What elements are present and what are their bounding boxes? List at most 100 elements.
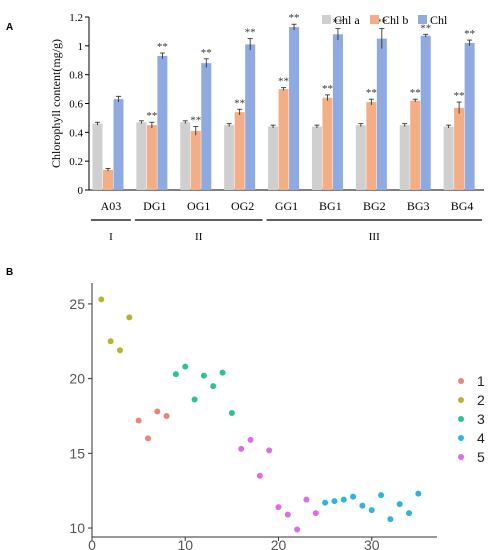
scatter-point-series-4 bbox=[378, 492, 385, 499]
scatter-point-series-4 bbox=[331, 498, 338, 505]
y-tick-label: 20 bbox=[69, 371, 85, 387]
scatter-point-series-4 bbox=[340, 496, 347, 503]
bar-chl-b bbox=[366, 102, 377, 190]
y-axis-label: Chlorophyll content(mg/g) bbox=[49, 39, 63, 168]
y-tick-label: 1.2 bbox=[69, 12, 83, 24]
legend-marker bbox=[458, 454, 464, 460]
bar-chl-b bbox=[103, 169, 113, 190]
scatter-point-series-4 bbox=[415, 490, 422, 497]
bar-chl-b bbox=[234, 112, 245, 190]
significance-label: ** bbox=[376, 17, 387, 29]
scatter-point-series-4 bbox=[387, 516, 394, 523]
scatter-point-series-5 bbox=[294, 526, 301, 533]
category-label: OG1 bbox=[187, 199, 210, 213]
scatter-point-series-3 bbox=[219, 369, 226, 376]
significance-label: ** bbox=[332, 17, 343, 29]
y-tick-label: 0 bbox=[78, 185, 84, 197]
y-tick-label: 25 bbox=[69, 296, 85, 312]
bar-chl bbox=[289, 27, 300, 190]
y-tick-label: 0.4 bbox=[69, 127, 83, 139]
x-tick-label: 10 bbox=[177, 537, 193, 550]
x-tick-label: 0 bbox=[88, 537, 96, 550]
significance-label: ** bbox=[245, 27, 256, 39]
scatter-point-series-2 bbox=[107, 338, 114, 345]
bar-chl-a bbox=[224, 125, 235, 190]
category-label: A03 bbox=[101, 199, 122, 213]
legend-swatch bbox=[418, 15, 427, 24]
legend-marker bbox=[458, 397, 464, 403]
bar-chl-b bbox=[278, 89, 289, 190]
scatter-point-series-3 bbox=[182, 363, 189, 370]
y-tick-label: 1 bbox=[78, 41, 84, 53]
legend-marker bbox=[458, 416, 464, 422]
bar-chl bbox=[464, 42, 475, 191]
scatter-point-series-3 bbox=[210, 383, 217, 390]
bar-chl-b bbox=[322, 97, 333, 190]
significance-label: ** bbox=[464, 28, 475, 40]
scatter-point-series-4 bbox=[406, 510, 413, 517]
scatter-point-series-2 bbox=[116, 347, 123, 354]
bar-chl-a bbox=[355, 125, 366, 190]
y-tick-label: 0.2 bbox=[69, 156, 83, 168]
bar-chl-a bbox=[92, 123, 103, 190]
significance-label: ** bbox=[454, 90, 465, 102]
category-label: OG2 bbox=[231, 199, 254, 213]
scatter-point-series-5 bbox=[303, 496, 310, 503]
bar-chl-a bbox=[268, 126, 279, 190]
scatter-point-series-4 bbox=[368, 507, 375, 514]
legend-entry: 1 bbox=[477, 373, 485, 389]
bar-chl-b bbox=[146, 125, 157, 190]
significance-label: ** bbox=[201, 47, 212, 59]
scatter-point-series-4 bbox=[350, 493, 357, 500]
scatter-point-series-1 bbox=[154, 408, 161, 415]
bar-chl bbox=[420, 35, 431, 190]
x-tick-label: 30 bbox=[364, 537, 380, 550]
bar-chl-a bbox=[399, 125, 410, 190]
legend-entry: Chl b bbox=[382, 13, 408, 27]
scatter-point-series-3 bbox=[191, 396, 198, 403]
bar-chart: 0 0.2 0.4 0.6 0.8 1 1.2 Chlorophyll content(mg/… bbox=[49, 12, 484, 243]
bar-chl-a bbox=[136, 122, 147, 190]
y-tick-label: 15 bbox=[69, 445, 85, 461]
legend-swatch bbox=[370, 15, 379, 24]
significance-label: ** bbox=[190, 115, 201, 127]
significance-label: ** bbox=[278, 76, 289, 88]
significance-label: ** bbox=[157, 41, 168, 53]
legend-entry: 4 bbox=[477, 430, 485, 446]
bar-chl-a bbox=[443, 126, 454, 190]
category-label: DG1 bbox=[143, 199, 166, 213]
bar-chl-b bbox=[190, 130, 201, 190]
bar-chl-b bbox=[454, 107, 465, 190]
significance-label: ** bbox=[410, 87, 421, 99]
group-label: III bbox=[369, 231, 380, 243]
scatter-point-series-5 bbox=[275, 504, 282, 511]
y-tick-label: 0.6 bbox=[69, 99, 83, 111]
bar-chl-a bbox=[311, 126, 322, 190]
legend-marker bbox=[458, 378, 464, 384]
y-tick-label: 0.8 bbox=[69, 70, 83, 82]
bar-chl bbox=[332, 34, 343, 190]
group-label: II bbox=[195, 231, 203, 243]
scatter-point-series-1 bbox=[135, 417, 142, 424]
scatter-point-series-2 bbox=[98, 296, 105, 303]
legend-entry: Chl bbox=[430, 13, 448, 27]
x-tick-label: 20 bbox=[271, 537, 287, 550]
legend-entry: 3 bbox=[477, 411, 485, 427]
scatter-point-series-5 bbox=[238, 445, 245, 452]
bar-chl bbox=[201, 63, 212, 191]
legend-entry: 2 bbox=[477, 392, 485, 408]
category-label: BG4 bbox=[451, 199, 474, 213]
legend-swatch bbox=[322, 15, 331, 24]
category-label: BG1 bbox=[319, 199, 342, 213]
significance-label: ** bbox=[366, 87, 377, 99]
bar-chl-a bbox=[180, 122, 191, 190]
legend-marker bbox=[458, 435, 464, 441]
bar-chl-b bbox=[410, 100, 421, 190]
significance-label: ** bbox=[420, 22, 431, 34]
panel-a-letter: A bbox=[6, 22, 13, 33]
bar-chl bbox=[245, 44, 256, 191]
scatter-point-series-1 bbox=[163, 412, 170, 419]
scatter-point-series-5 bbox=[266, 447, 273, 454]
scatter-point-series-3 bbox=[228, 409, 235, 416]
